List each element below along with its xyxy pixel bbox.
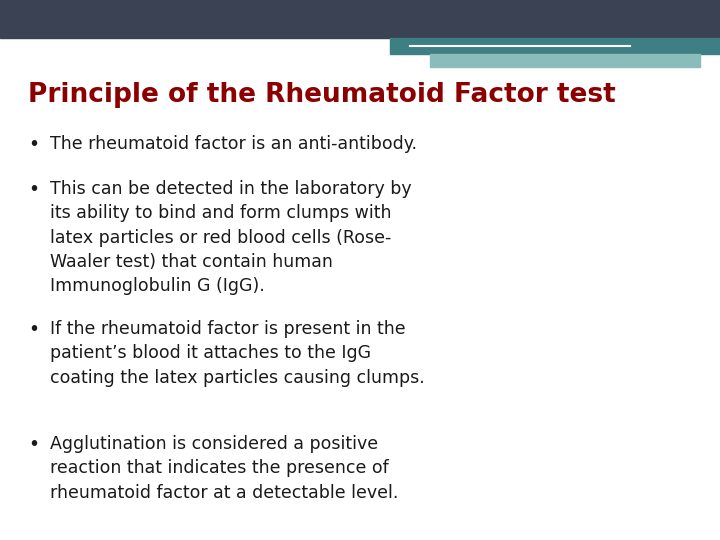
Text: If the rheumatoid factor is present in the
patient’s blood it attaches to the Ig: If the rheumatoid factor is present in t… bbox=[50, 320, 425, 387]
Text: The rheumatoid factor is an anti-antibody.: The rheumatoid factor is an anti-antibod… bbox=[50, 135, 417, 153]
Text: •: • bbox=[28, 320, 39, 339]
Text: Principle of the Rheumatoid Factor test: Principle of the Rheumatoid Factor test bbox=[28, 82, 616, 108]
Bar bbox=[390, 38, 720, 54]
Text: •: • bbox=[28, 135, 39, 154]
Bar bbox=[430, 54, 700, 67]
Text: •: • bbox=[28, 435, 39, 454]
Bar bbox=[0, 0, 720, 38]
Text: •: • bbox=[28, 180, 39, 199]
Text: Agglutination is considered a positive
reaction that indicates the presence of
r: Agglutination is considered a positive r… bbox=[50, 435, 398, 502]
Text: This can be detected in the laboratory by
its ability to bind and form clumps wi: This can be detected in the laboratory b… bbox=[50, 180, 412, 295]
